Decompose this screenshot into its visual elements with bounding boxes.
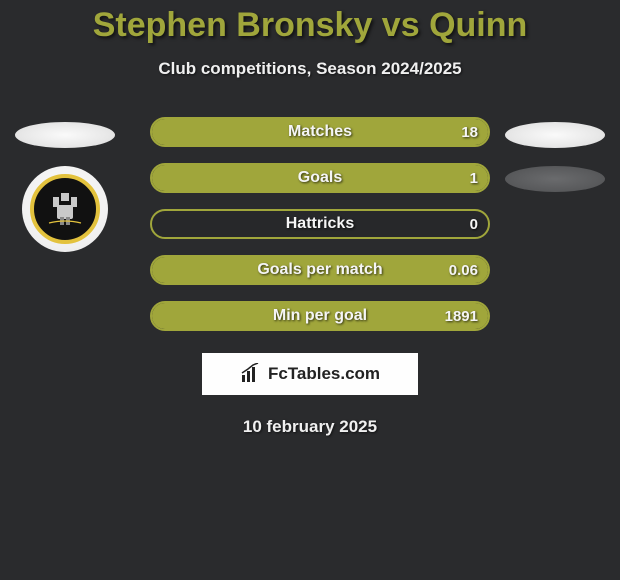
watermark-logo[interactable]: FcTables.com <box>202 353 418 395</box>
stat-bar-matches: Matches 18 <box>150 117 490 147</box>
left-player-badges <box>10 122 120 252</box>
right-player-badges <box>500 122 610 192</box>
stat-label: Goals <box>152 165 488 191</box>
subtitle: Club competitions, Season 2024/2025 <box>0 59 620 79</box>
comparison-widget: Stephen Bronsky vs Quinn Club competitio… <box>0 0 620 437</box>
club-crest-icon <box>30 174 100 244</box>
stat-right-value: 1 <box>470 165 478 191</box>
stat-right-value: 0.06 <box>449 257 478 283</box>
stat-label: Goals per match <box>152 257 488 283</box>
stats-list: Matches 18 Goals 1 Hattricks 0 Goals per… <box>140 117 480 331</box>
club-badge-left <box>22 166 108 252</box>
stat-label: Min per goal <box>152 303 488 329</box>
date-label: 10 february 2025 <box>0 417 620 437</box>
stat-right-value: 18 <box>461 119 478 145</box>
player-photo-placeholder-right <box>505 122 605 148</box>
page-title: Stephen Bronsky vs Quinn <box>0 6 620 45</box>
bar-chart-icon <box>240 363 262 385</box>
watermark-text: FcTables.com <box>268 364 380 384</box>
stat-bar-goals: Goals 1 <box>150 163 490 193</box>
stat-bar-min-per-goal: Min per goal 1891 <box>150 301 490 331</box>
stat-bar-hattricks: Hattricks 0 <box>150 209 490 239</box>
stat-label: Hattricks <box>152 211 488 237</box>
player-photo-placeholder-left <box>15 122 115 148</box>
stat-label: Matches <box>152 119 488 145</box>
stat-right-value: 1891 <box>445 303 478 329</box>
stat-right-value: 0 <box>470 211 478 237</box>
club-badge-placeholder-right <box>505 166 605 192</box>
stat-bar-goals-per-match: Goals per match 0.06 <box>150 255 490 285</box>
